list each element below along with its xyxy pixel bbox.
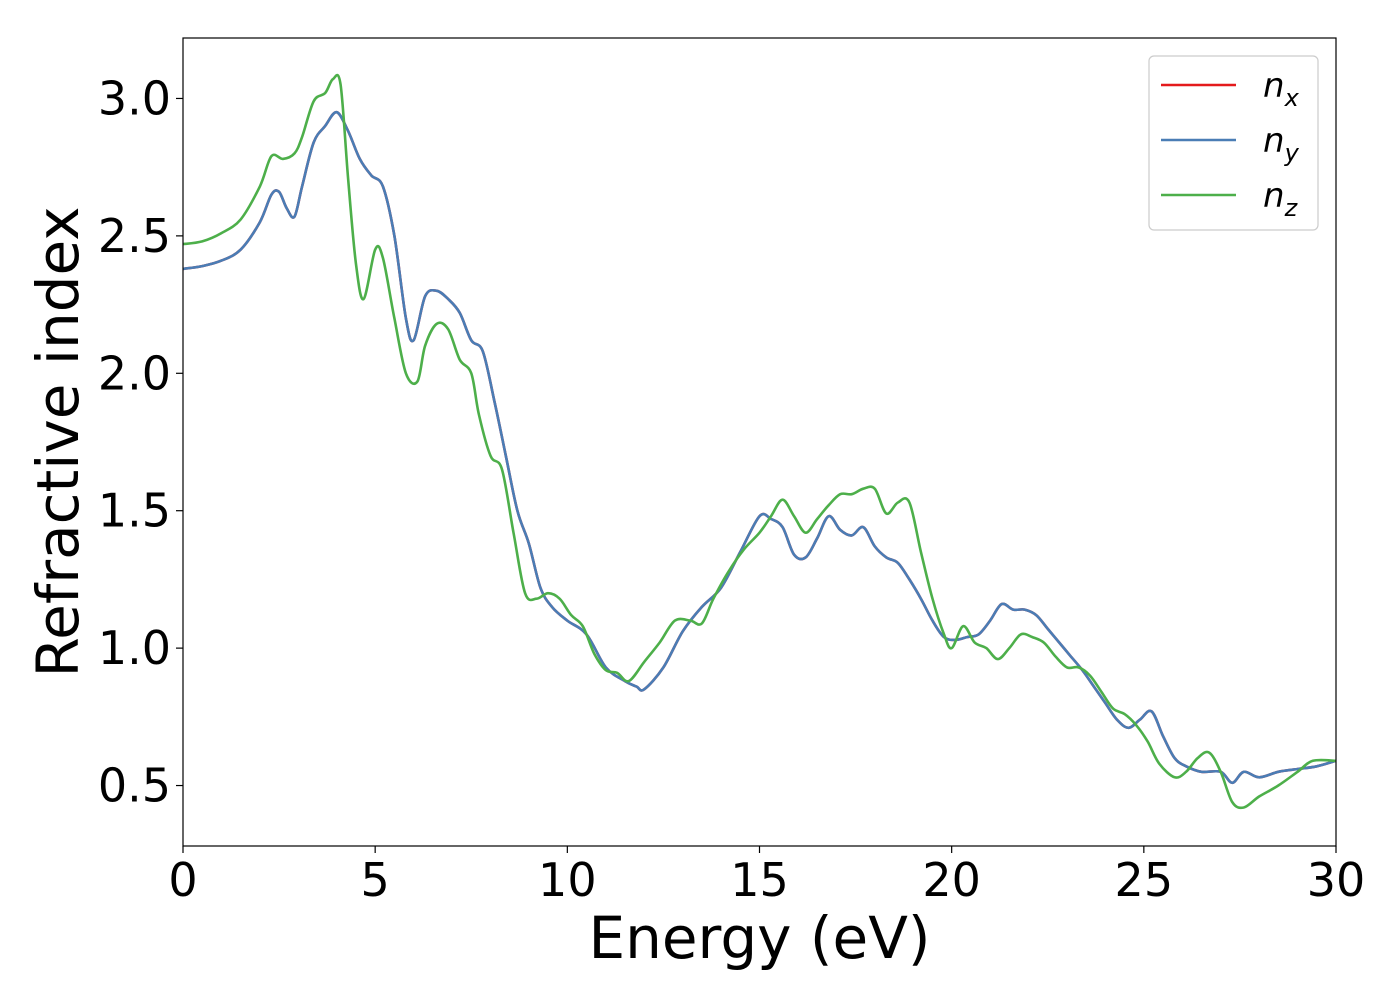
x-tick-label: 15: [730, 853, 789, 907]
legend-label-ny: ny: [1263, 121, 1300, 167]
legend-label-subscript: x: [1284, 84, 1300, 112]
x-tick-label: 20: [922, 853, 981, 907]
x-axis-ticks: 0 5 10 15 20 25 30: [168, 846, 1365, 907]
legend-label-main: n: [1263, 66, 1285, 106]
x-tick-label: 25: [1115, 853, 1174, 907]
y-axis-label: Refractive index: [24, 206, 92, 677]
x-tick-label: 5: [361, 853, 390, 907]
legend-label-main: n: [1263, 121, 1285, 161]
legend-label-main: n: [1263, 176, 1285, 216]
y-tick-label: 1.5: [98, 484, 171, 538]
x-tick-label: 10: [538, 853, 597, 907]
legend-label-nz: nz: [1263, 176, 1299, 222]
series-lines: [183, 73, 1336, 810]
y-tick-label: 0.5: [98, 759, 171, 813]
series-line-nz: [183, 73, 1336, 810]
y-tick-label: 2.0: [98, 346, 171, 400]
y-tick-label: 3.0: [98, 71, 171, 125]
y-tick-label: 1.0: [98, 621, 171, 675]
series-line-ny: [183, 110, 1336, 785]
legend-box: [1148, 55, 1319, 231]
x-axis-label: Energy (eV): [588, 904, 930, 972]
legend-label-subscript: y: [1284, 139, 1300, 167]
y-axis-ticks: 0.5 1.0 1.5 2.0 2.5 3.0: [98, 71, 183, 813]
x-tick-label: 0: [168, 853, 197, 907]
y-tick-label: 2.5: [98, 209, 171, 263]
x-tick-label: 30: [1307, 853, 1366, 907]
legend-label-subscript: z: [1284, 194, 1299, 222]
legend-label-nx: nx: [1263, 66, 1300, 112]
